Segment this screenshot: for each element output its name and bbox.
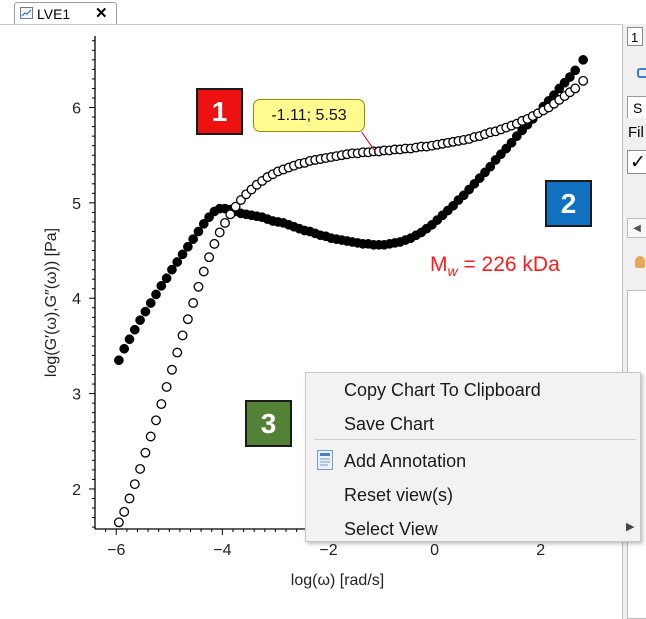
side-panel-tab[interactable]: S (627, 96, 646, 118)
gdoubleprime-data-point (182, 314, 193, 325)
x-axis-label: log(ω) [rad/s] (291, 572, 384, 589)
tab-label: LVE1 (37, 6, 71, 22)
x-tick-label: −4 (213, 542, 231, 559)
gprime-data-point (193, 226, 204, 237)
gdoubleprime-data-point (129, 479, 140, 490)
tab-close-icon[interactable]: ✕ (95, 5, 108, 22)
gdoubleprime-data-point (177, 330, 188, 341)
gdoubleprime-data-point (198, 266, 209, 277)
menu-item-select-view[interactable]: Select View ▶ (306, 513, 640, 543)
link-icon[interactable] (637, 68, 646, 78)
chart-context-menu: Copy Chart To Clipboard Save Chart Add A… (305, 372, 641, 542)
data-point-tooltip: -1.11; 5.53 (253, 99, 365, 132)
tooltip-leader-line (361, 131, 377, 153)
gprime-data-point (506, 137, 517, 148)
menu-item-add-annotation[interactable]: Add Annotation (306, 445, 640, 475)
gdoubleprime-data-point (570, 83, 581, 94)
annotation-icon (317, 450, 333, 470)
gprime-data-point (135, 315, 145, 326)
gprime-data-point (140, 306, 151, 317)
y-tick-label: 6 (72, 101, 81, 118)
badge-2: 2 (545, 180, 592, 227)
gprime-data-point (188, 234, 199, 244)
chart[interactable]: −6 −4 −2 0 2 2 3 4 5 6 log(ω) [rad/s] log(G′(ω),G… (0, 24, 622, 619)
chart-icon (20, 7, 33, 19)
file-checkbox[interactable]: ✓ (627, 150, 646, 174)
x-tick-label: 2 (536, 542, 545, 559)
gdoubleprime-data-point (161, 381, 172, 392)
gprime-data-point (145, 298, 156, 308)
gdoubleprime-data-point (156, 399, 167, 410)
menu-item-save-chart[interactable]: Save Chart (306, 408, 640, 438)
document-tab-strip: LVE1 ✕ (0, 0, 622, 25)
gprime-data-point (167, 264, 177, 275)
menu-item-label: Copy Chart To Clipboard (344, 380, 541, 400)
gdoubleprime-data-point (209, 238, 220, 249)
x-tick-label: 0 (430, 542, 439, 559)
gdoubleprime-data-point (214, 227, 225, 238)
gdoubleprime-data-point (140, 447, 151, 458)
file-column-header: Fil (628, 124, 644, 141)
molecular-weight-annotation: Mw = 226 kDa (430, 253, 560, 279)
y-tick-label: 3 (72, 387, 81, 404)
gdoubleprime-data-point (151, 415, 161, 426)
gdoubleprime-data-point (204, 252, 215, 263)
mw-subscript: w (447, 263, 458, 280)
gdoubleprime-data-point (172, 347, 183, 358)
gprime-data-point (124, 334, 135, 345)
menu-item-reset-views[interactable]: Reset view(s) (306, 479, 640, 509)
gprime-data-point (151, 289, 161, 300)
menu-item-label: Save Chart (344, 414, 435, 434)
gdoubleprime-data-point (193, 281, 204, 292)
gprime-data-point (172, 257, 183, 267)
badge-3: 3 (245, 400, 292, 447)
panel-tool-icon[interactable] (635, 256, 645, 268)
menu-item-label: Add Annotation (344, 451, 467, 471)
badge-1: 1 (196, 88, 243, 135)
chart-ticks: −6 −4 −2 0 2 2 3 4 5 6 (72, 40, 595, 559)
y-tick-label: 4 (72, 291, 81, 308)
gdoubleprime-data-point (188, 298, 199, 308)
gprime-data-point (198, 219, 209, 229)
gprime-data-point (565, 72, 575, 82)
x-tick-label: −2 (319, 542, 337, 559)
gdoubleprime-data-point (166, 364, 177, 375)
mw-value: = 226 kDa (457, 253, 560, 276)
gprime-data-point (177, 249, 188, 260)
menu-item-label: Select View (344, 519, 438, 539)
gprime-data-point (156, 280, 167, 291)
gdoubleprime-data-point (225, 209, 236, 220)
gprime-data-point (183, 241, 193, 252)
gprime-data-point (119, 343, 130, 354)
y-tick-label: 5 (72, 196, 81, 213)
gdoubleprime-data-point (578, 75, 589, 86)
gdoubleprime-data-point (113, 517, 124, 528)
gdoubleprime-data-point (145, 431, 156, 442)
gprime-data-point (114, 355, 124, 366)
gdoubleprime-data-point (230, 201, 241, 212)
page-number-box[interactable]: 1 (627, 27, 643, 46)
gdoubleprime-data-point (119, 506, 130, 517)
gprime-data-point (570, 65, 581, 76)
chart-points (113, 54, 589, 528)
menu-separator (314, 439, 636, 440)
gprime-data-point (485, 161, 496, 172)
y-axis-label: log(G′(ω),G″(ω)) [Pa] (43, 228, 60, 377)
mw-symbol: M (430, 253, 448, 276)
y-tick-label: 2 (72, 482, 81, 499)
gprime-data-point (129, 324, 140, 335)
menu-item-label: Reset view(s) (344, 485, 454, 505)
gdoubleprime-data-point (220, 217, 230, 228)
x-tick-label: −6 (107, 542, 125, 559)
gprime-data-point (161, 273, 172, 284)
gdoubleprime-data-point (124, 493, 135, 504)
gprime-data-point (578, 54, 589, 65)
menu-item-copy-chart[interactable]: Copy Chart To Clipboard (306, 374, 640, 404)
tab-lve1[interactable]: LVE1 ✕ (14, 2, 117, 24)
scroll-left-button[interactable]: ◀ (627, 218, 646, 238)
gdoubleprime-data-point (135, 463, 146, 474)
submenu-arrow-icon: ▶ (626, 521, 635, 533)
